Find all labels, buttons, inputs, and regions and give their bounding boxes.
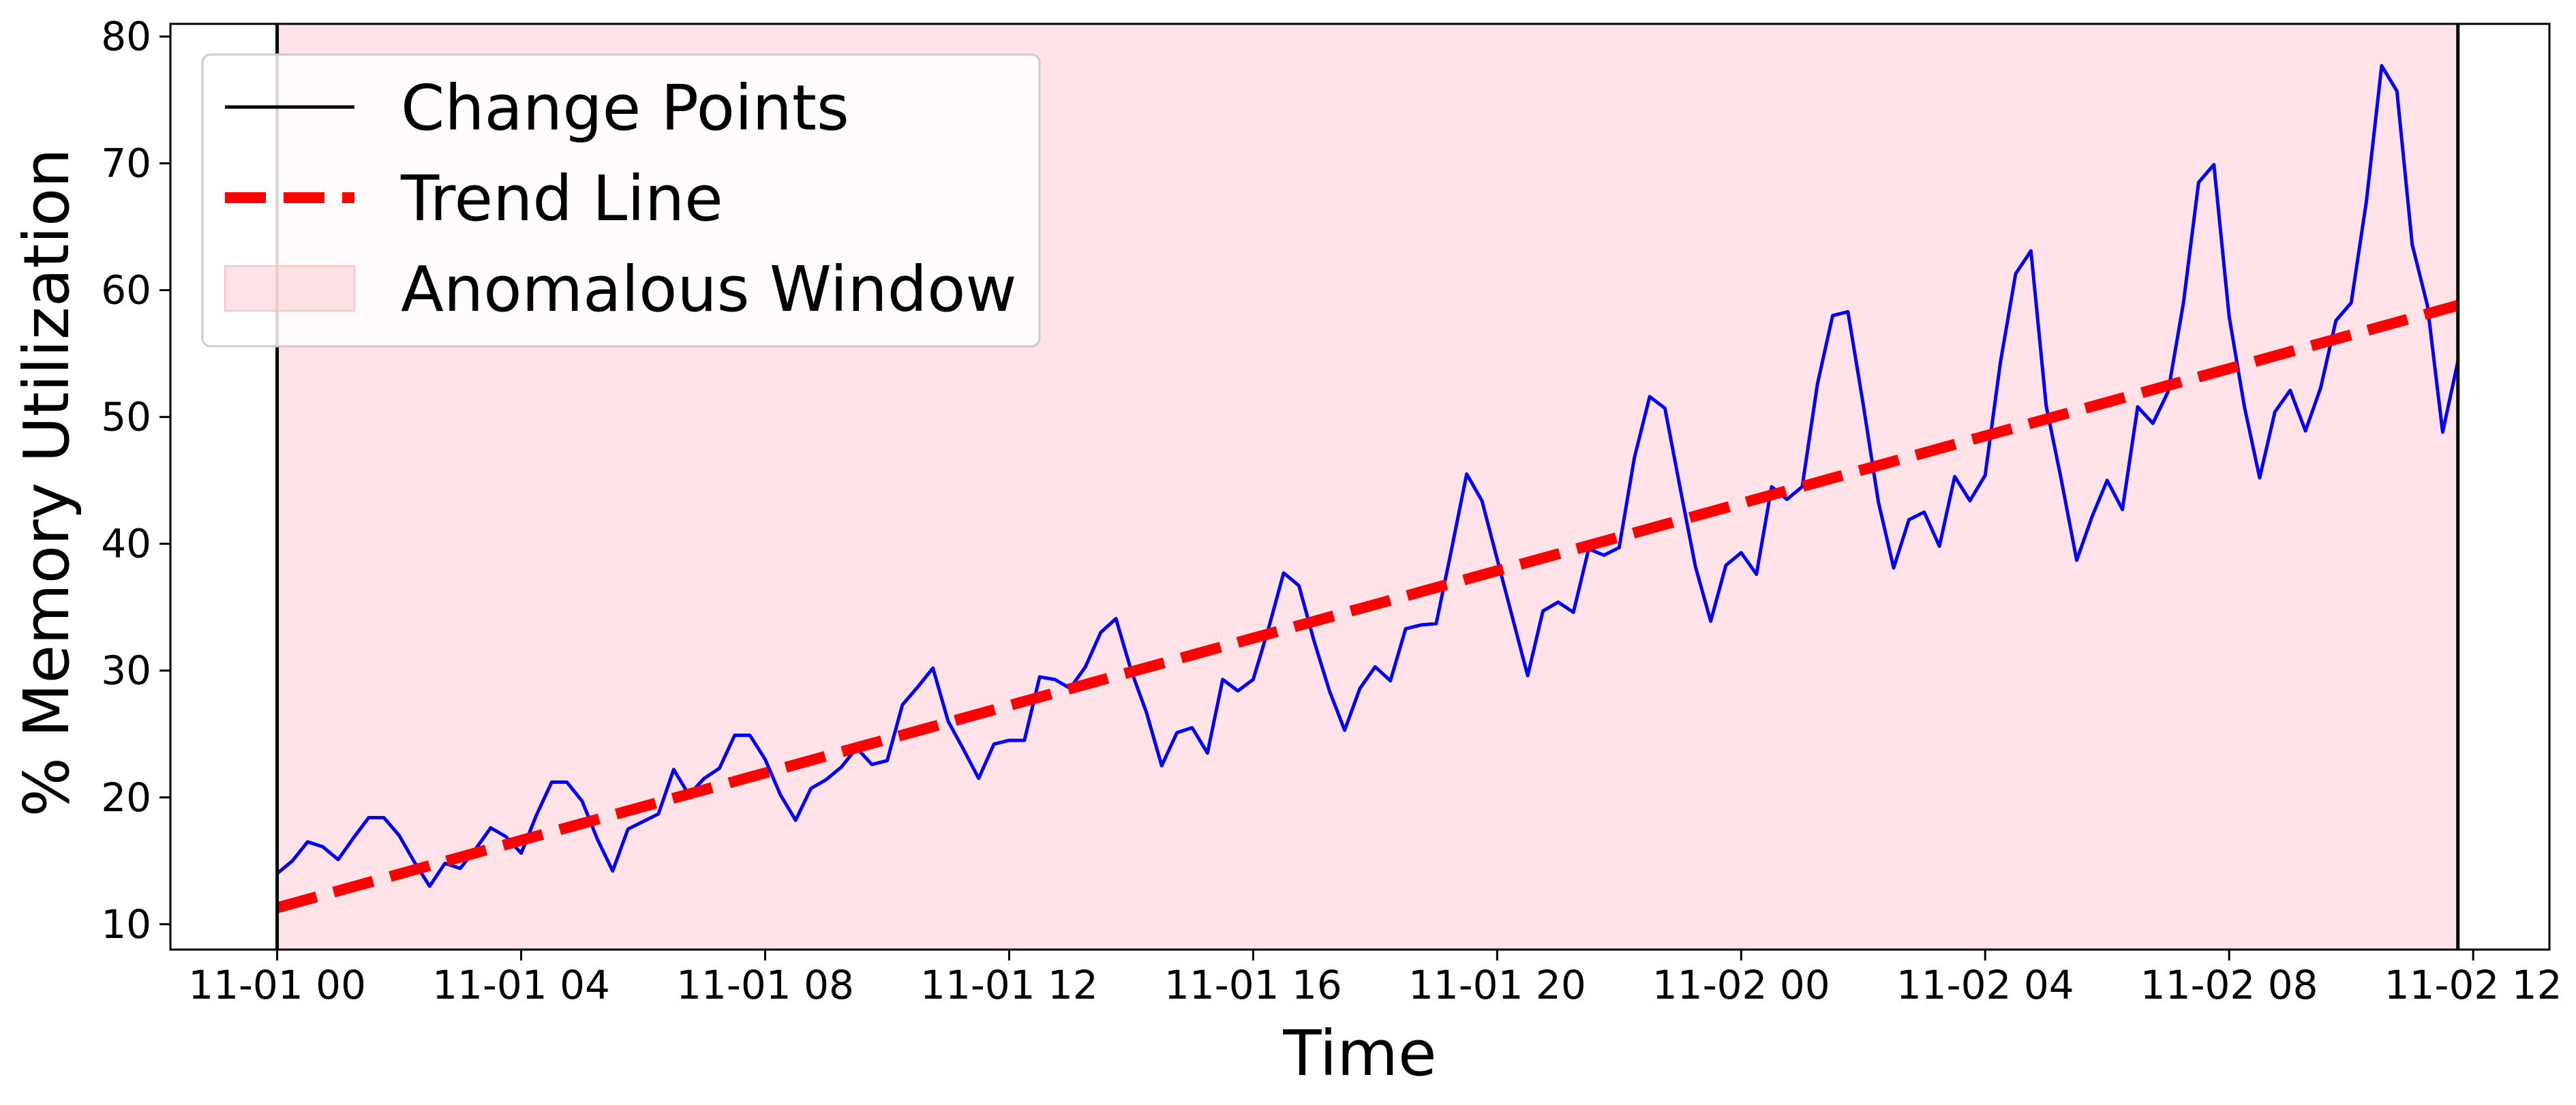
memory-utilization-line (276, 63, 2460, 888)
x-tick-label: 11-02 08 (2140, 962, 2318, 1008)
y-axis-title: % Memory Utilization (10, 148, 83, 817)
x-tick-label: 11-01 00 (188, 962, 366, 1008)
x-tick-label: 11-02 00 (1652, 962, 1830, 1008)
trend-line (275, 300, 2459, 913)
y-tick-label: 30 (101, 648, 151, 694)
x-tick-label: 11-01 04 (432, 962, 610, 1008)
x-axis-title: Time (1282, 1017, 1436, 1090)
x-tick-label: 11-02 12 (2384, 962, 2562, 1008)
x-tick-label: 11-02 04 (1896, 962, 2074, 1008)
legend-label: Trend Line (400, 162, 723, 235)
legend: Change Points Trend Line Anomalous Window (201, 53, 1041, 348)
y-tick-label: 10 (101, 901, 151, 948)
y-tick-label: 80 (101, 14, 151, 60)
y-tick-label: 20 (101, 774, 151, 821)
y-tick-label: 70 (101, 140, 151, 187)
x-tick-label: 11-01 08 (676, 962, 854, 1008)
legend-swatch-anomalous-window (224, 265, 355, 312)
legend-label: Change Points (401, 72, 849, 145)
axes-frame (169, 22, 2551, 951)
legend-label: Anomalous Window (401, 253, 1017, 326)
y-tick-label: 50 (101, 394, 151, 440)
x-tick-label: 11-01 12 (920, 962, 1098, 1008)
legend-box (201, 53, 1041, 348)
y-tick-label: 40 (101, 521, 151, 567)
x-tick-label: 11-01 16 (1164, 962, 1342, 1008)
y-tick-label: 60 (101, 267, 151, 314)
axes: 11-01 00 11-01 04 11-01 08 11-01 12 11-01 16… (101, 14, 2562, 1008)
x-tick-label: 11-01 20 (1408, 962, 1586, 1008)
